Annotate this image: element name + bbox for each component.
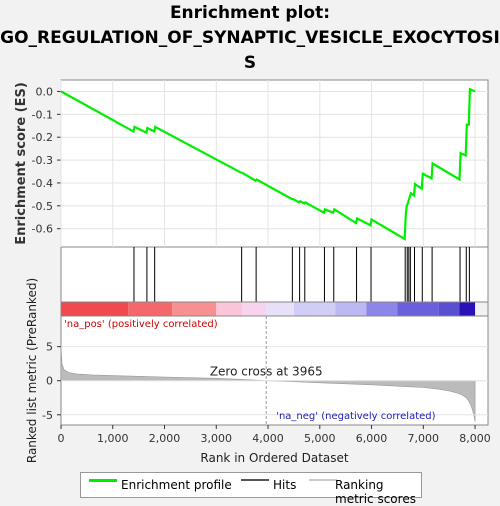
- es-y-tick-label: -0.4: [32, 177, 53, 190]
- es-y-tick-label: -0.2: [32, 131, 53, 144]
- rank-band-segment: [335, 302, 367, 316]
- rank-band-segment: [266, 302, 294, 316]
- rank-band-segment: [366, 302, 398, 316]
- legend-swatch-enrichment: [89, 479, 117, 482]
- x-tick-label: 1,000: [97, 432, 129, 445]
- rank-band-segment: [438, 302, 460, 316]
- x-tick-label: 5,000: [304, 432, 336, 445]
- es-panel: [60, 79, 489, 248]
- es-y-tick-label: -0.3: [32, 154, 53, 167]
- metric-y-tick-label: -5: [42, 409, 53, 422]
- legend: Enrichment profile Hits Ranking metric s…: [80, 472, 422, 506]
- x-axis-label: Rank in Ordered Dataset: [200, 451, 348, 465]
- rank-band-segment: [293, 302, 336, 316]
- ranking-metric-area: [60, 346, 476, 422]
- rank-band-segment: [242, 302, 267, 316]
- rank-band-segment: [216, 302, 243, 316]
- metric-y-tick-label: 5: [46, 341, 53, 354]
- chart-title-line-2: GO_REGULATION_OF_SYNAPTIC_VESICLE_EXOCYT…: [0, 28, 500, 48]
- rank-band-border: [60, 301, 489, 317]
- legend-label-hits: Hits: [273, 478, 297, 492]
- negative-correlation-label: 'na_neg' (negatively correlated): [276, 411, 435, 422]
- es-y-tick-label: 0.0: [36, 85, 54, 98]
- rank-band-segment: [61, 302, 129, 316]
- metric-y-tick-label: 0: [46, 375, 53, 388]
- rank-band-segment: [397, 302, 439, 316]
- enrichment-profile-line: [60, 87, 476, 241]
- hits-panel: [60, 246, 489, 303]
- x-tick-label: 3,000: [201, 432, 233, 445]
- rank-band-segment: [172, 302, 217, 316]
- x-tick-label: 8,000: [459, 432, 491, 445]
- positive-correlation-label: 'na_pos' (positively correlated): [64, 319, 218, 330]
- chart-title-line-1: Enrichment plot:: [169, 3, 331, 23]
- x-tick-label: 4,000: [252, 432, 284, 445]
- x-tick-label: 2,000: [149, 432, 181, 445]
- metric-panel: [60, 315, 489, 426]
- es-y-axis-label: Enrichment score (ES): [14, 82, 29, 245]
- rank-band-segment: [459, 302, 476, 316]
- metric-y-axis-label: Ranked list metric (PreRanked): [25, 278, 39, 463]
- rank-band-segment: [128, 302, 173, 316]
- es-y-tick-label: -0.6: [32, 223, 53, 236]
- x-tick-label: 7,000: [408, 432, 440, 445]
- legend-label-enrichment: Enrichment profile: [121, 478, 232, 492]
- es-y-tick-label: -0.1: [32, 108, 53, 121]
- legend-swatch-hits: [241, 479, 269, 481]
- chart-title-line-3: S: [243, 53, 257, 73]
- x-tick-label: 6,000: [356, 432, 388, 445]
- legend-label-metric: Ranking metric scores: [335, 478, 416, 506]
- x-tick-label: 0: [58, 432, 65, 445]
- legend-swatch-metric: [309, 479, 337, 481]
- zero-cross-label: Zero cross at 3965: [210, 365, 323, 379]
- es-y-tick-label: -0.5: [32, 200, 53, 213]
